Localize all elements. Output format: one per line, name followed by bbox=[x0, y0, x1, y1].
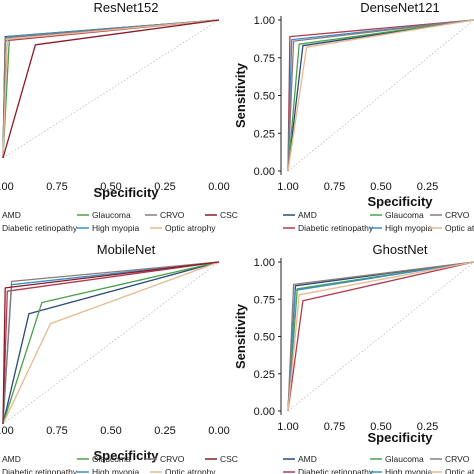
legend-label: AMD bbox=[2, 210, 21, 220]
x-tick-label: 0.75 bbox=[46, 425, 67, 437]
legend: AMD Glaucoma CRVO CSC Diabetic retinopathy Hi… bbox=[2, 210, 238, 233]
roc-curve-csc bbox=[2, 19, 220, 159]
roc-curve-crvo bbox=[287, 261, 474, 412]
x-tick-label: 0.75 bbox=[324, 421, 345, 433]
legend: AMD Glaucoma CRVO CSC Diabetic retinopathy Hi… bbox=[2, 454, 238, 474]
y-tick-label: 0.50 bbox=[254, 332, 275, 344]
y-tick-label: 1.00 bbox=[254, 15, 275, 27]
x-tick-label: 0.25 bbox=[154, 425, 175, 437]
chart-title: GhostNet bbox=[373, 242, 428, 257]
y-tick-label: 0.00 bbox=[254, 166, 275, 178]
roc-curve-glaucoma bbox=[2, 261, 220, 425]
x-tick-label: 0.75 bbox=[324, 181, 345, 193]
legend-label: Diabetic retinopathy bbox=[2, 223, 78, 233]
roc-curve-csc bbox=[2, 261, 220, 425]
x-tick-label: 0.25 bbox=[417, 181, 438, 193]
x-tick-label: 0.25 bbox=[154, 181, 175, 193]
legend-label: Optic atrophy bbox=[445, 467, 474, 474]
legend-label: Optic atrophy bbox=[445, 223, 474, 233]
y-tick-label: 0.25 bbox=[254, 369, 275, 381]
legend-label: Glaucoma bbox=[92, 210, 131, 220]
legend-label: Diabetic retinopathy bbox=[298, 223, 374, 233]
roc-curve-glaucoma bbox=[287, 19, 474, 172]
chart-panel-ghostnet: GhostNet 0.00 0.25 0.50 0.75 1.00 Sensitivity 1… bbox=[233, 242, 474, 474]
roc-curve-optic-atrophy bbox=[287, 261, 474, 412]
x-tick-label: 1.00 bbox=[0, 425, 14, 437]
x-tick-label: 1.00 bbox=[277, 181, 298, 193]
y-tick-label: 0.00 bbox=[254, 406, 275, 418]
y-tick-label: 0.25 bbox=[254, 128, 275, 140]
roc-curve-diabetic-retinopathy bbox=[2, 261, 220, 425]
x-axis-title: Specificity bbox=[367, 194, 433, 209]
x-axis-title: Specificity bbox=[367, 430, 433, 445]
roc-curve-diabetic-retinopathy bbox=[287, 261, 474, 412]
roc-curve-amd bbox=[2, 261, 220, 425]
legend-label: Optic atrophy bbox=[165, 467, 216, 474]
roc-curve-high-myopia bbox=[287, 261, 474, 412]
legend-label: CRVO bbox=[445, 454, 470, 464]
x-tick-label: 0.50 bbox=[370, 181, 391, 193]
legend-label: AMD bbox=[298, 454, 317, 464]
legend-label: Glaucoma bbox=[92, 454, 131, 464]
y-tick-label: 0.50 bbox=[254, 91, 275, 103]
y-tick-label: 0.75 bbox=[254, 294, 275, 306]
legend-label: Glaucoma bbox=[385, 454, 424, 464]
roc-curve-optic-atrophy bbox=[287, 19, 474, 172]
chart-title: DenseNet121 bbox=[360, 0, 440, 15]
legend-label: CRVO bbox=[445, 210, 470, 220]
legend-label: AMD bbox=[2, 454, 21, 464]
roc-curve-amd bbox=[287, 19, 474, 172]
legend-label: CSC bbox=[220, 454, 238, 464]
x-axis-title: Specificity bbox=[93, 185, 159, 200]
x-tick-label: 0.50 bbox=[100, 425, 121, 437]
y-tick-label: 0.75 bbox=[254, 53, 275, 65]
legend-label: High myopia bbox=[385, 223, 433, 233]
legend-label: CRVO bbox=[160, 210, 185, 220]
y-axis-title: Sensitivity bbox=[233, 62, 248, 128]
legend: AMD Glaucoma CRVO Diabetic retinopathy High … bbox=[283, 210, 474, 233]
diagonal-reference-line bbox=[287, 261, 474, 412]
chart-title: ResNet152 bbox=[93, 0, 158, 15]
x-tick-label: 0.50 bbox=[370, 421, 391, 433]
legend-label: Glaucoma bbox=[385, 210, 424, 220]
legend-label: Optic atrophy bbox=[165, 223, 216, 233]
y-tick-label: 1.00 bbox=[254, 257, 275, 269]
x-tick-label: 0.50 bbox=[100, 181, 121, 193]
x-axis-title: Specificity bbox=[93, 448, 159, 463]
chart-panel-resnet152: ResNet152 1.00 0.75 0.50 0.25 0.00 Specificity… bbox=[0, 0, 238, 233]
x-tick-label: 0.00 bbox=[208, 181, 229, 193]
chart-title: MobileNet bbox=[97, 242, 156, 257]
legend-label: High myopia bbox=[92, 223, 140, 233]
legend: AMD Glaucoma CRVO Diabetic retinopathy High … bbox=[283, 454, 474, 474]
x-tick-label: 0.75 bbox=[46, 181, 67, 193]
legend-label: Diabetic retinopathy bbox=[2, 467, 78, 474]
legend-label: AMD bbox=[298, 210, 317, 220]
chart-panel-densenet121: DenseNet121 0.00 0.25 0.50 0.75 1.00 Sensitivi… bbox=[233, 0, 474, 233]
diagonal-reference-line bbox=[2, 261, 220, 425]
roc-curve-optic-atrophy bbox=[2, 261, 220, 425]
roc-curve-crvo bbox=[287, 19, 474, 172]
diagonal-reference-line bbox=[2, 19, 220, 159]
legend-label: High myopia bbox=[385, 467, 433, 474]
chart-panel-mobilenet: MobileNet 1.00 0.75 0.50 0.25 0.00 Specificity… bbox=[0, 242, 238, 474]
x-tick-label: 0.25 bbox=[417, 421, 438, 433]
legend-label: Diabetic retinopathy bbox=[298, 467, 374, 474]
diagonal-reference-line bbox=[287, 19, 474, 172]
roc-curve-optic-atrophy bbox=[2, 19, 220, 159]
x-tick-label: 1.00 bbox=[277, 421, 298, 433]
legend-label: High myopia bbox=[92, 467, 140, 474]
y-axis-title: Sensitivity bbox=[233, 303, 248, 369]
x-tick-label: 0.00 bbox=[208, 425, 229, 437]
roc-curve-crvo bbox=[2, 261, 220, 425]
x-tick-label: 1.00 bbox=[0, 181, 14, 193]
legend-label: CSC bbox=[220, 210, 238, 220]
legend-label: CRVO bbox=[160, 454, 185, 464]
